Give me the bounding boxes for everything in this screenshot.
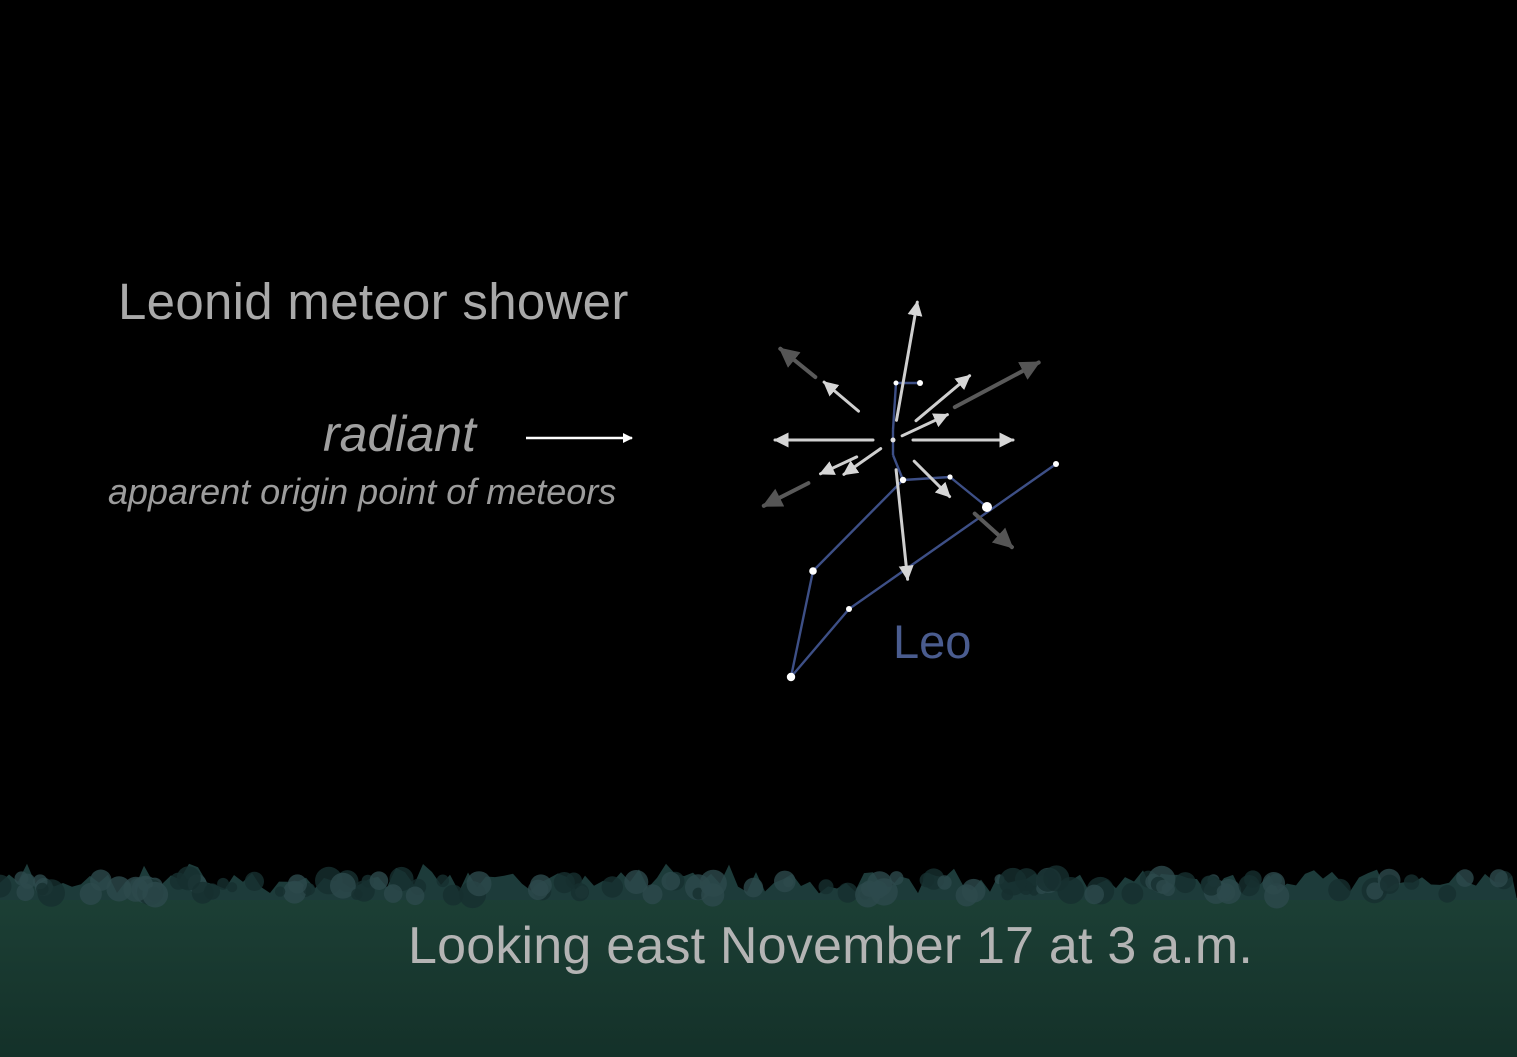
leo-line (790, 608, 850, 678)
meteor-trail (952, 360, 1041, 410)
tree-foliage (383, 884, 403, 903)
tree-foliage (369, 871, 389, 890)
tree-foliage (1403, 874, 1420, 890)
tree-foliage (919, 872, 935, 888)
meteor-trail (822, 380, 860, 413)
leo-star (893, 380, 899, 386)
view-caption: Looking east November 17 at 3 a.m. (408, 917, 1254, 975)
tree-foliage (937, 875, 952, 890)
tree-foliage (624, 870, 649, 894)
meteor-trail (900, 413, 949, 438)
tree-foliage (1438, 884, 1457, 903)
tree-foliage (601, 876, 623, 898)
tree-foliage (176, 866, 201, 891)
tree-foliage (1328, 878, 1351, 902)
radiant-point (890, 437, 896, 443)
tree-foliage (351, 888, 363, 900)
tree-foliage (227, 882, 238, 893)
leo-line (902, 475, 951, 482)
leo-star (1053, 461, 1059, 467)
tree-foliage (855, 882, 881, 908)
meteor-trail (914, 374, 972, 423)
leo-line (891, 382, 898, 431)
tree-foliage (442, 884, 464, 906)
tree-foliage (837, 882, 858, 903)
leo-constellation-lines (789, 381, 1057, 678)
leo-line (789, 570, 815, 678)
meteor-trail (912, 459, 952, 499)
tree-foliage (1238, 875, 1260, 897)
tree-foliage (1161, 882, 1175, 897)
grass-field (0, 898, 1517, 1057)
tree-foliage (1262, 872, 1286, 895)
leo-star (982, 502, 992, 512)
tree-foliage (36, 882, 49, 896)
tree-foliage (142, 881, 169, 908)
meteor-trail (894, 468, 914, 581)
tree-foliage (244, 871, 264, 892)
tree-foliage (405, 886, 425, 906)
leo-line (949, 476, 988, 508)
leo-line (848, 463, 1057, 610)
tree-foliage (1201, 875, 1222, 896)
tree-foliage (1379, 874, 1400, 894)
leo-star (809, 567, 817, 575)
leo-line (812, 479, 904, 572)
tree-foliage (1043, 865, 1070, 892)
tree-foliage (1174, 872, 1196, 894)
tree-foliage (466, 871, 492, 897)
tree-foliage (330, 872, 356, 899)
tree-foliage (661, 871, 681, 891)
tree-foliage (1456, 869, 1474, 887)
diagram-title: Leonid meteor shower (118, 273, 629, 330)
meteor-trail (778, 346, 818, 380)
leo-star (786, 672, 796, 682)
radiant-description: apparent origin point of meteors (108, 471, 617, 512)
tree-foliage (287, 874, 307, 894)
leo-stars (786, 380, 1059, 682)
tree-foliage (79, 882, 102, 906)
meteor-trail (761, 481, 811, 508)
tree-foliage (999, 867, 1027, 896)
tree-foliage (570, 883, 590, 902)
tree-foliage (1084, 884, 1104, 905)
tree-foliage (203, 883, 221, 900)
tree-foliage (1121, 882, 1144, 905)
tree-foliage (14, 871, 29, 886)
leo-star (947, 474, 953, 480)
tree-foliage (123, 876, 149, 902)
meteor-trail (972, 511, 1014, 550)
leo-star (899, 476, 907, 484)
tree-foliage (553, 872, 575, 894)
meteor-trails (761, 300, 1041, 581)
tree-foliage (274, 886, 286, 897)
treeline (0, 863, 1517, 909)
tree-foliage (1489, 869, 1508, 888)
tree-foliage (1216, 884, 1231, 899)
leo-line (891, 454, 905, 481)
leo-star (846, 606, 852, 612)
tree-foliage (217, 877, 230, 890)
leo-label: Leo (893, 615, 972, 668)
tree-foliage (889, 871, 904, 886)
meteor-trail (895, 300, 923, 422)
tree-foliage (818, 879, 834, 895)
tree-foliage (642, 884, 663, 905)
tree-foliage (961, 878, 986, 903)
tree-foliage (530, 874, 552, 897)
leo-star (917, 380, 923, 386)
tree-foliage (743, 877, 764, 898)
tree-foliage (0, 874, 12, 898)
tree-foliage (436, 874, 450, 888)
meteor-trail (842, 447, 883, 476)
radiant-label: radiant (323, 406, 476, 462)
meteor-trail (819, 455, 859, 476)
tree-foliage (774, 870, 796, 893)
tree-foliage (1366, 882, 1384, 900)
tree-foliage (699, 869, 727, 897)
